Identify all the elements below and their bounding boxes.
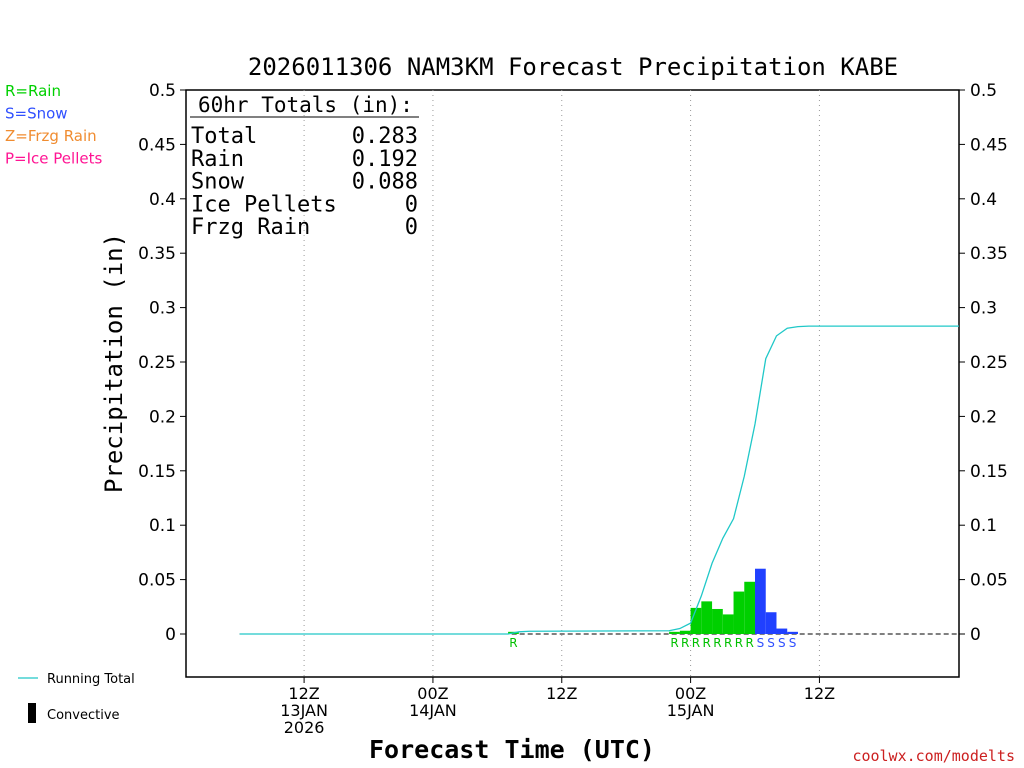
precip-bar — [701, 601, 713, 634]
x-axis-label: Forecast Time (UTC) — [369, 735, 655, 764]
precip-type-marker: R — [745, 636, 753, 650]
totals-row-label: Snow — [191, 170, 245, 195]
y-tick-label-right: 0.3 — [970, 299, 997, 319]
totals-row-label: Frzg Rain — [191, 215, 310, 240]
totals-row-value: 0 — [405, 215, 418, 240]
y-tick-label: 0.5 — [149, 81, 176, 101]
series-legend-label: Running Total — [47, 672, 135, 687]
y-tick-label-right: 0.45 — [970, 135, 1008, 155]
precip-type-legend-item: Z=Frzg Rain — [5, 127, 97, 145]
x-tick-label: 14JAN — [409, 701, 457, 720]
precip-type-legend-item: R=Rain — [5, 82, 61, 100]
y-tick-label: 0.1 — [149, 516, 176, 536]
series-legend: Running Total Convective — [18, 672, 135, 723]
totals-row-value: 0.192 — [352, 147, 418, 172]
y-tick-label-right: 0.2 — [970, 407, 997, 427]
convective-swatch — [28, 703, 36, 723]
credit-text: coolwx.com/modelts — [852, 747, 1015, 765]
y-tick-label-right: 0.35 — [970, 244, 1008, 264]
precip-type-marker: R — [713, 636, 721, 650]
precip-type-legend-item: P=Ice Pellets — [5, 150, 102, 168]
y-tick-label: 0 — [165, 625, 176, 645]
precip-bar — [669, 631, 680, 634]
precip-bar — [744, 581, 756, 634]
precip-bar — [679, 630, 691, 634]
y-tick-label: 0.05 — [138, 571, 176, 591]
x-tick-label: 00Z — [675, 684, 706, 703]
precip-type-marker: S — [778, 636, 786, 650]
precip-bar — [755, 568, 766, 634]
y-tick-label-right: 0.25 — [970, 353, 1008, 373]
x-tick-label: 12Z — [288, 684, 319, 703]
x-tick-label: 2026 — [284, 718, 325, 737]
precip-type-marker: S — [789, 636, 797, 650]
precip-bar — [776, 628, 788, 634]
totals-row-label: Ice Pellets — [191, 192, 337, 217]
precip-type-marker: S — [767, 636, 775, 650]
y-axis-left: 0 0.05 0.1 0.15 0.2 0.25 0.3 0.35 0.4 0.45 0.5 — [138, 81, 186, 645]
precip-bar — [690, 607, 702, 634]
y-axis-right: 0 0.05 0.1 0.15 0.2 0.25 0.3 0.35 0.4 0.45 0.5 — [959, 81, 1008, 645]
y-tick-label: 0.25 — [138, 353, 176, 373]
totals-row-label: Rain — [191, 147, 244, 172]
y-tick-label-right: 0 — [970, 625, 981, 645]
running-total-line — [239, 325, 959, 635]
precip-type-marker: R — [670, 636, 678, 650]
y-tick-label-right: 0.4 — [970, 190, 997, 210]
series-legend-label: Convective — [47, 708, 120, 723]
x-tick-label: 00Z — [417, 684, 448, 703]
totals-header: 60hr Totals (in): — [198, 93, 413, 117]
totals-row-value: 0.283 — [352, 124, 418, 149]
chart-title: 2026011306 NAM3KM Forecast Precipitation… — [248, 53, 898, 81]
precip-type-legend: R=Rain S=Snow Z=Frzg Rain P=Ice Pellets — [5, 82, 102, 168]
y-tick-label-right: 0.5 — [970, 81, 997, 101]
y-axis-label: Precipitation (in) — [100, 233, 128, 493]
x-tick-label: 13JAN — [280, 701, 328, 720]
y-tick-label: 0.15 — [138, 462, 176, 482]
totals-row-value: 0.088 — [352, 170, 418, 195]
precip-bar — [765, 612, 777, 634]
precip-bar — [787, 631, 798, 634]
y-tick-label: 0.45 — [138, 135, 176, 155]
precip-type-marker: R — [692, 636, 700, 650]
y-tick-label: 0.35 — [138, 244, 176, 264]
x-tick-label: 12Z — [546, 684, 577, 703]
x-tick-label: 15JAN — [667, 701, 715, 720]
y-tick-label-right: 0.15 — [970, 462, 1008, 482]
y-tick-label-right: 0.1 — [970, 516, 997, 536]
totals-row-value: 0 — [405, 192, 418, 217]
precip-bar — [722, 614, 734, 634]
precip-type-marker: R — [703, 636, 711, 650]
totals-row-label: Total — [191, 124, 257, 149]
precip-type-legend-item: S=Snow — [5, 105, 68, 123]
precip-type-marker: R — [681, 636, 689, 650]
x-tick-label: 12Z — [804, 684, 835, 703]
totals-box: 60hr Totals (in): Total 0.283 Rain 0.192 Sno… — [190, 93, 419, 240]
precip-bars — [508, 568, 798, 634]
y-tick-label: 0.4 — [149, 190, 176, 210]
precip-type-marker: R — [724, 636, 732, 650]
precip-type-marker: R — [735, 636, 743, 650]
plot-frame — [185, 89, 960, 678]
precip-bar — [712, 608, 723, 634]
y-tick-label: 0.3 — [149, 299, 176, 319]
precip-type-marker: R — [509, 636, 517, 650]
precip-bar — [733, 591, 745, 634]
y-tick-label-right: 0.05 — [970, 571, 1008, 591]
y-tick-label: 0.2 — [149, 407, 176, 427]
precip-type-marker: S — [757, 636, 765, 650]
